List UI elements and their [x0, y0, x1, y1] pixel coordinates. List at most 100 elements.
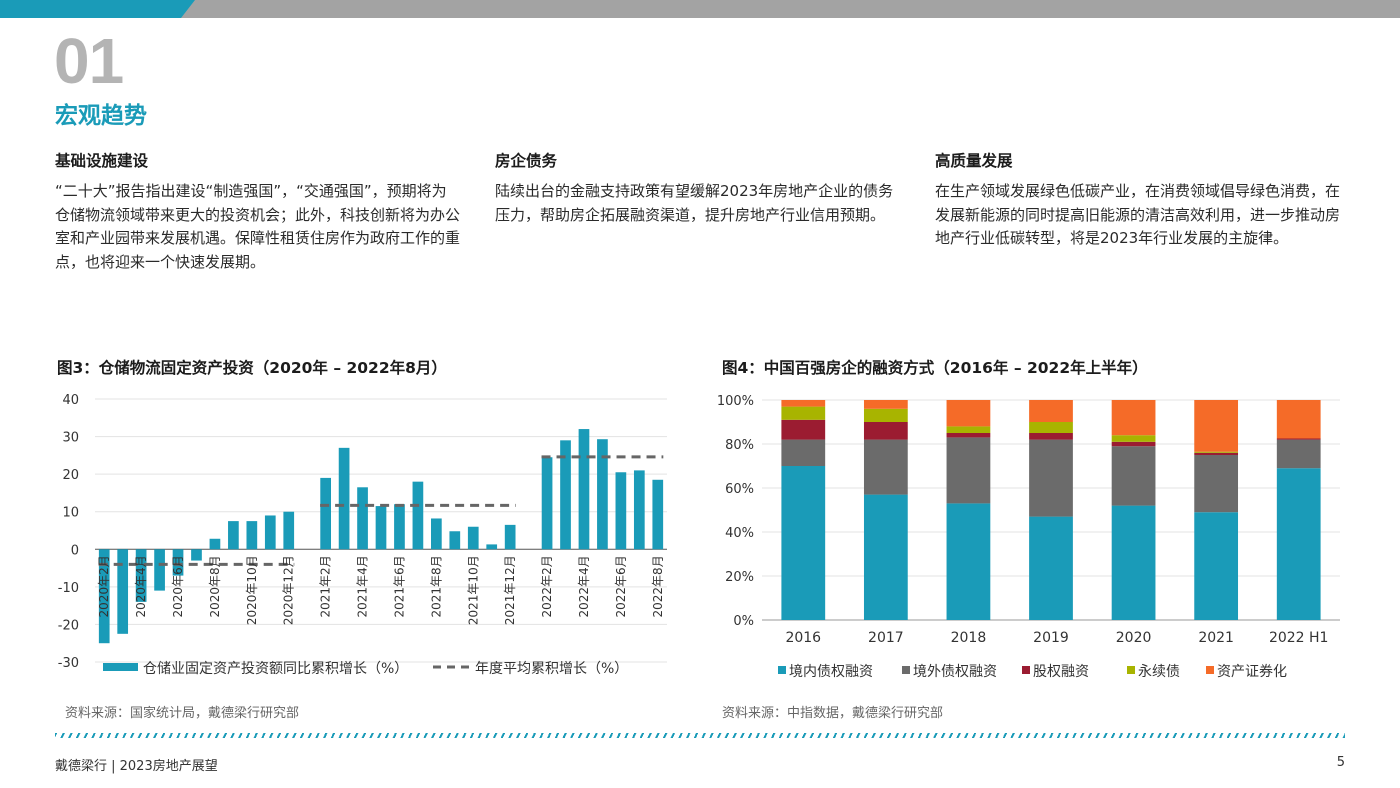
stacked-bar-segment	[781, 439, 826, 466]
bar	[615, 472, 627, 550]
column-developer-debt: 房企债务 陆续出台的金融支持政策有望缓解2023年房地产企业的债务压力，帮助房企…	[495, 150, 900, 227]
stacked-bar-segment	[1029, 400, 1073, 422]
y-tick-label: 80%	[725, 438, 754, 453]
stacked-bar-segment	[1111, 400, 1156, 436]
footer-brand: 戴德梁行 | 2023房地产展望	[55, 759, 218, 774]
stacked-bar-segment	[946, 433, 991, 438]
stacked-bar-segment	[946, 503, 991, 620]
x-tick-label: 2021年8月	[429, 555, 443, 617]
y-tick-label: 20	[62, 468, 79, 483]
column-heading: 基础设施建设	[55, 152, 149, 170]
x-tick-label: 2021年4月	[356, 555, 370, 617]
bar	[172, 549, 184, 576]
x-tick-label: 2017	[868, 630, 904, 646]
stacked-bar-segment	[1194, 455, 1239, 513]
page-number: 5	[1336, 755, 1345, 770]
legend-label: 资产证券化	[1217, 664, 1287, 680]
stacked-bar-segment	[863, 494, 908, 620]
column-high-quality-development: 高质量发展 在生产领域发展绿色低碳产业，在消费领域倡导绿色消费，在发展新能源的同…	[935, 150, 1340, 251]
x-tick-label: 2021年6月	[392, 555, 406, 617]
x-tick-label: 2016	[785, 630, 821, 646]
y-tick-label: 30	[62, 431, 79, 446]
bar	[597, 439, 608, 550]
chart4-developer-financing: 100% 80% 60% 40% 20% 0% 2016 2017 2018 2019 2020 20…	[717, 394, 1340, 680]
bar	[357, 487, 368, 550]
legend-swatch	[1206, 666, 1214, 674]
x-tick-label: 2020年12月	[282, 555, 296, 625]
x-tick-label: 2022年4月	[577, 555, 591, 617]
section-title: 宏观趋势	[55, 103, 147, 129]
stacked-bar-segment	[1276, 400, 1321, 439]
bar	[338, 447, 350, 550]
stacked-bar-segment	[781, 400, 826, 407]
stacked-bar-segment	[1194, 451, 1239, 453]
bar	[209, 538, 221, 550]
legend-bar-swatch	[103, 663, 138, 671]
x-tick-label: 2022 H1	[1269, 630, 1329, 646]
stacked-bar-segment	[863, 439, 908, 495]
legend-label: 境外债权融资	[913, 664, 997, 680]
x-tick-label: 2022年2月	[540, 555, 554, 617]
legend-label: 年度平均累积增长（%）	[475, 661, 628, 677]
legend-label: 永续债	[1138, 663, 1180, 680]
x-tick-label: 2018	[951, 630, 987, 646]
stacked-bar-segment	[1276, 438, 1321, 440]
stacked-bar-segment	[1194, 400, 1239, 452]
x-tick-label: 2019	[1033, 630, 1069, 646]
x-tick-label: 2021年10月	[466, 555, 480, 625]
x-tick-label: 2021	[1198, 630, 1234, 646]
x-tick-label: 2020年4月	[134, 555, 148, 617]
column-body: “二十大”报告指出建设“制造强国”，“交通强国”，预期将为仓储物流领域带来更大的…	[55, 182, 461, 271]
chart3-source: 资料来源：国家统计局，戴德梁行研究部	[65, 706, 300, 721]
stacked-bar-segment	[1029, 516, 1073, 620]
bar	[504, 524, 516, 550]
legend-swatch	[1022, 666, 1030, 674]
stacked-bar-segment	[1194, 452, 1239, 455]
bar	[228, 521, 239, 550]
legend-label: 境内债权融资	[789, 664, 873, 680]
bar	[117, 549, 129, 634]
bar	[467, 526, 479, 550]
y-tick-label: 0	[71, 543, 79, 558]
bar	[394, 504, 405, 550]
x-tick-label: 2020年2月	[97, 555, 111, 617]
legend-label: 股权融资	[1033, 664, 1089, 680]
stacked-bar-segment	[781, 406, 826, 420]
stacked-bar-segment	[1276, 468, 1321, 620]
chart3-warehouse-investment: 40 30 20 10 0 -10 -20 -30 2020年2月 2020年4月 2020年6月 2…	[58, 393, 667, 677]
x-tick-label: 2020年6月	[171, 555, 185, 617]
y-tick-label: 40%	[725, 526, 754, 541]
x-tick-label: 2020	[1116, 630, 1152, 646]
stacked-bar-segment	[1111, 435, 1156, 442]
bar	[320, 477, 331, 550]
legend-label: 仓储业固定资产投资额同比累积增长（%）	[143, 661, 408, 677]
chart4-title: 图4：中国百强房企的融资方式（2016年 – 2022年上半年）	[722, 359, 1148, 377]
bar	[486, 544, 498, 550]
legend-swatch	[778, 666, 786, 674]
bar	[98, 549, 110, 644]
bar	[135, 549, 147, 602]
x-tick-label: 2021年2月	[319, 555, 333, 617]
section-number: 01	[54, 25, 124, 97]
stacked-bar-segment	[946, 437, 991, 504]
bar	[560, 440, 571, 550]
stacked-bar-segment	[946, 400, 991, 427]
column-heading: 高质量发展	[935, 152, 1013, 170]
stacked-bar-segment	[781, 419, 826, 440]
stacked-bar-segment	[863, 400, 908, 409]
x-tick-label: 2020年10月	[245, 555, 259, 625]
stacked-bar-segment	[1111, 441, 1156, 447]
bar	[449, 531, 461, 550]
stacked-bar-segment	[781, 466, 826, 620]
top-bar	[0, 0, 1400, 18]
y-tick-label: 10	[62, 506, 79, 521]
bar	[541, 457, 553, 550]
bar	[375, 506, 387, 550]
column-body: 在生产领域发展绿色低碳产业，在消费领域倡导绿色消费，在发展新能源的同时提高旧能源…	[935, 182, 1341, 247]
top-bar-accent	[0, 0, 195, 18]
y-tick-label: -30	[58, 656, 79, 671]
stacked-bar-segment	[1029, 433, 1073, 440]
x-tick-label: 2022年6月	[614, 555, 628, 617]
y-tick-label: 20%	[725, 570, 754, 585]
bar	[633, 470, 645, 550]
